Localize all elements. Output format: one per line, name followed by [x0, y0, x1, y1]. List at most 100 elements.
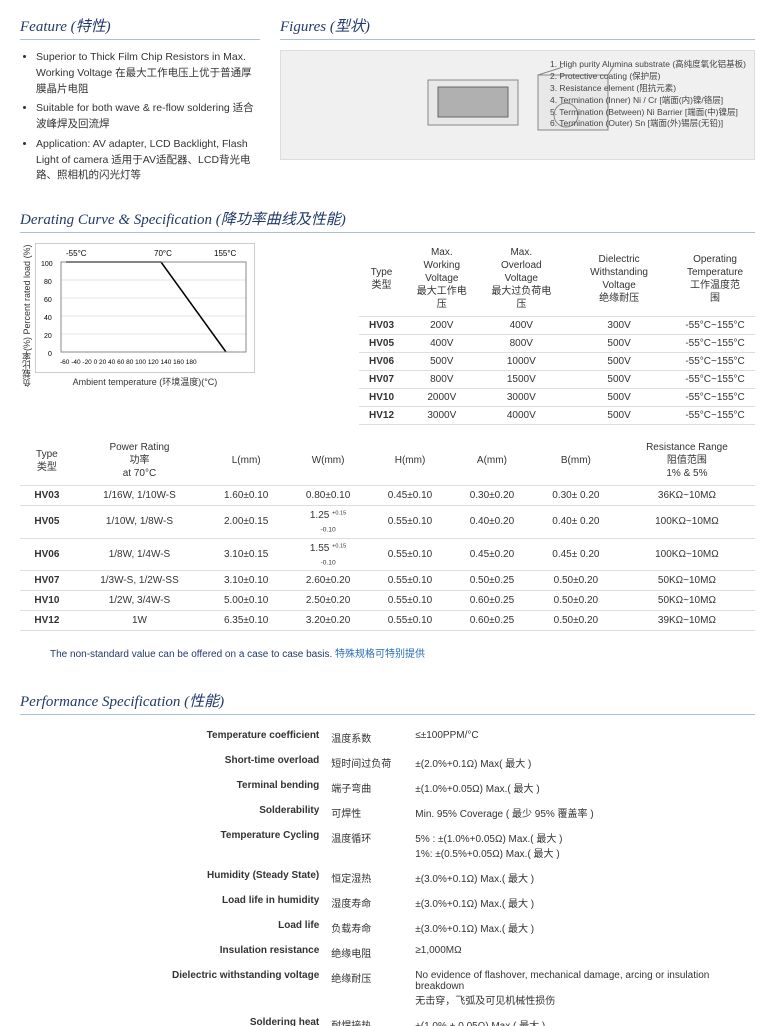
perf-value: 5% : ±(1.0%+0.05Ω) Max.( 最大 )1%: ±(0.5%+… [403, 825, 755, 865]
perf-row: Solderability可焊性Min. 95% Coverage ( 最少 9… [160, 800, 755, 825]
perf-row: Load life负载寿命±(3.0%+0.1Ω) Max.( 最大 ) [160, 915, 755, 940]
feature-column: Feature (特性) Superior to Thick Film Chip… [20, 15, 260, 188]
chart-svg: -55°C 70°C 155°C 100 80 60 40 20 0 -60 -40 … [36, 244, 254, 372]
diagram-placeholder: 1. High purity Alumina substrate (高纯度氧化铝… [280, 50, 755, 160]
perf-label-cn: 温度系数 [331, 725, 403, 750]
perf-label-en: Temperature coefficient [160, 725, 331, 750]
col-header: H(mm) [369, 437, 451, 486]
col-header: Max. WorkingVoltage最大工作电压 [404, 243, 480, 317]
col-header: W(mm) [287, 437, 369, 486]
perf-value: ±(3.0%+0.1Ω) Max.( 最大 ) [403, 915, 755, 940]
perf-label-en: Short-time overload [160, 750, 331, 775]
perf-row: Short-time overload短时间过负荷±(2.0%+0.1Ω) Ma… [160, 750, 755, 775]
section-figures: Figures (型状) [280, 15, 755, 40]
perf-row: Soldering heat耐焊接热±(1.0% + 0.05Ω) Max.( … [160, 1012, 755, 1026]
perf-value: ±(2.0%+0.1Ω) Max( 最大 ) [403, 750, 755, 775]
perf-row: Load life in humidity湿度寿命±(3.0%+0.1Ω) Ma… [160, 890, 755, 915]
perf-label-cn: 端子弯曲 [331, 775, 403, 800]
feature-item: Application: AV adapter, LCD Backlight, … [36, 137, 260, 184]
perf-value: ≤±100PPM/°C [403, 725, 755, 750]
table-header-row: Type类型Power Rating功率at 70°CL(mm)W(mm)H(m… [20, 437, 755, 486]
col-header: Power Rating功率at 70°C [74, 437, 205, 486]
perf-row: Dielectric withstanding voltage绝缘耐压No ev… [160, 965, 755, 1012]
table-row: HV05400V800V500V-55°C~155°C [359, 335, 755, 353]
perf-label-cn: 可焊性 [331, 800, 403, 825]
svg-text:-60 -40 -20 0 20 40 60 80 100: -60 -40 -20 0 20 40 60 80 100 120 140 16… [60, 359, 197, 366]
section-performance: Performance Specification (性能) [20, 690, 755, 715]
col-header: Type类型 [359, 243, 404, 317]
table-row: HV051/10W, 1/8W-S2.00±0.151.25 +0.15-0.1… [20, 506, 755, 539]
col-header: L(mm) [205, 437, 287, 486]
perf-label-cn: 湿度寿命 [331, 890, 403, 915]
svg-text:40: 40 [44, 315, 52, 322]
chart-xlabel: Ambient temperature (环境温度)(°C) [35, 375, 255, 388]
feature-list: Superior to Thick Film Chip Resistors in… [20, 50, 260, 184]
table-row: HV071/3W-S, 1/2W-SS3.10±0.102.60±0.200.5… [20, 571, 755, 591]
performance-table: Temperature coefficient温度系数≤±100PPM/°CSh… [160, 725, 755, 1026]
perf-row: Temperature Cycling温度循环5% : ±(1.0%+0.05Ω… [160, 825, 755, 865]
top-row: Feature (特性) Superior to Thick Film Chip… [20, 15, 755, 188]
svg-text:70°C: 70°C [154, 249, 172, 258]
table-row: HV123000V4000V500V-55°C~155°C [359, 407, 755, 425]
feature-item: Suitable for both wave & re-flow solderi… [36, 101, 260, 133]
chart-col: 负载比率(%) Percent rated load (%) -5 [20, 243, 344, 388]
spec-flex: 负载比率(%) Percent rated load (%) -5 [20, 243, 755, 425]
perf-label-cn: 温度循环 [331, 825, 403, 865]
svg-text:60: 60 [44, 297, 52, 304]
svg-text:100: 100 [41, 261, 53, 268]
table-row: HV101/2W, 3/4W-S5.00±0.102.50±0.200.55±0… [20, 591, 755, 611]
perf-label-en: Load life [160, 915, 331, 940]
performance-block: Performance Specification (性能) Temperatu… [20, 690, 755, 1026]
perf-label-cn: 恒定湿热 [331, 865, 403, 890]
perf-label-cn: 负载寿命 [331, 915, 403, 940]
perf-value: No evidence of flashover, mechanical dam… [403, 965, 755, 1012]
diagram-legend: 1. High purity Alumina substrate (高纯度氧化铝… [550, 59, 746, 130]
perf-label-en: Terminal bending [160, 775, 331, 800]
chart-ylabel: 负载比率(%) Percent rated load (%) [20, 243, 33, 388]
perf-value: ±(3.0%+0.1Ω) Max.( 最大 ) [403, 890, 755, 915]
svg-text:20: 20 [44, 333, 52, 340]
perf-label-en: Insulation resistance [160, 940, 331, 965]
section-feature: Feature (特性) [20, 15, 260, 40]
svg-text:80: 80 [44, 279, 52, 286]
col-header: Max. OverloadVoltage最大过负荷电压 [480, 243, 564, 317]
perf-row: Insulation resistance绝缘电阻≥1,000MΩ [160, 940, 755, 965]
perf-label-en: Dielectric withstanding voltage [160, 965, 331, 1012]
derating-chart: -55°C 70°C 155°C 100 80 60 40 20 0 -60 -40 … [35, 243, 255, 373]
perf-row: Terminal bending端子弯曲±(1.0%+0.05Ω) Max.( … [160, 775, 755, 800]
perf-label-en: Humidity (Steady State) [160, 865, 331, 890]
perf-value: ±(3.0%+0.1Ω) Max.( 最大 ) [403, 865, 755, 890]
col-header: Type类型 [20, 437, 74, 486]
svg-text:155°C: 155°C [214, 249, 237, 258]
table-row: HV102000V3000V500V-55°C~155°C [359, 389, 755, 407]
perf-label-en: Temperature Cycling [160, 825, 331, 865]
col-header: B(mm) [533, 437, 619, 486]
perf-row: Humidity (Steady State)恒定湿热±(3.0%+0.1Ω) … [160, 865, 755, 890]
perf-label-en: Soldering heat [160, 1012, 331, 1026]
perf-label-cn: 绝缘耐压 [331, 965, 403, 1012]
perf-label-en: Solderability [160, 800, 331, 825]
perf-label-cn: 耐焊接热 [331, 1012, 403, 1026]
derating-block: Derating Curve & Specification (降功率曲线及性能… [20, 208, 755, 660]
table-row: HV121W6.35±0.103.20±0.200.55±0.100.60±0.… [20, 611, 755, 631]
perf-row: Temperature coefficient温度系数≤±100PPM/°C [160, 725, 755, 750]
feature-item: Superior to Thick Film Chip Resistors in… [36, 50, 260, 97]
col-header: OperatingTemperature工作温度范围 [675, 243, 755, 317]
table-row: HV03200V400V300V-55°C~155°C [359, 317, 755, 335]
col-header: Dielectric WithstandingVoltage绝缘耐压 [563, 243, 675, 317]
perf-value: ≥1,000MΩ [403, 940, 755, 965]
col-header: A(mm) [451, 437, 533, 486]
svg-text:0: 0 [48, 351, 52, 358]
voltage-table: Type类型Max. WorkingVoltage最大工作电压Max. Over… [359, 243, 755, 425]
table-row: HV061/8W, 1/4W-S3.10±0.151.55 +0.15-0.10… [20, 538, 755, 571]
perf-label-en: Load life in humidity [160, 890, 331, 915]
dimensions-table: Type类型Power Rating功率at 70°CL(mm)W(mm)H(m… [20, 437, 755, 631]
perf-label-cn: 短时间过负荷 [331, 750, 403, 775]
perf-value: Min. 95% Coverage ( 最少 95% 覆盖率 ) [403, 800, 755, 825]
footnote: The non-standard value can be offered on… [50, 645, 755, 660]
perf-value: ±(1.0% + 0.05Ω) Max.( 最大 ) [403, 1012, 755, 1026]
svg-text:-55°C: -55°C [66, 249, 87, 258]
table-header-row: Type类型Max. WorkingVoltage最大工作电压Max. Over… [359, 243, 755, 317]
perf-label-cn: 绝缘电阻 [331, 940, 403, 965]
table-row: HV031/16W, 1/10W-S1.60±0.100.80±0.100.45… [20, 486, 755, 506]
